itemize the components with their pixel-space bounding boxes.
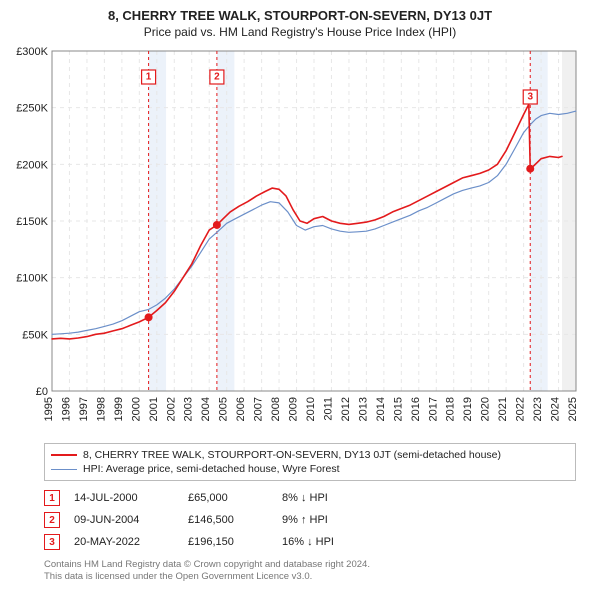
event-marker-box: 2 [44, 512, 60, 528]
svg-text:2007: 2007 [253, 397, 265, 421]
svg-text:2023: 2023 [532, 397, 544, 421]
event-date: 14-JUL-2000 [74, 492, 174, 504]
svg-text:1998: 1998 [95, 397, 107, 421]
svg-text:2008: 2008 [270, 397, 282, 421]
svg-text:2001: 2001 [148, 397, 160, 421]
svg-text:£50K: £50K [22, 329, 48, 341]
svg-text:1999: 1999 [113, 397, 125, 421]
svg-text:3: 3 [527, 92, 533, 103]
footer: Contains HM Land Registry data © Crown c… [44, 559, 576, 583]
svg-text:2012: 2012 [340, 397, 352, 421]
svg-text:2: 2 [214, 72, 220, 83]
svg-text:2010: 2010 [305, 397, 317, 421]
chart-plot-area: £0 £50K £100K £150K £200K £250K £300K 1995 1996 1… [10, 45, 590, 437]
legend-label: HPI: Average price, semi-detached house,… [83, 463, 340, 475]
svg-text:1996: 1996 [60, 397, 72, 421]
svg-text:£300K: £300K [16, 46, 48, 58]
svg-text:2004: 2004 [200, 397, 212, 421]
event-delta: 8% ↓ HPI [282, 492, 328, 504]
svg-text:2003: 2003 [183, 397, 195, 421]
svg-text:2017: 2017 [427, 397, 439, 421]
footer-line-1: Contains HM Land Registry data © Crown c… [44, 559, 576, 571]
event-date: 20-MAY-2022 [74, 536, 174, 548]
svg-text:2005: 2005 [218, 397, 230, 421]
svg-text:2006: 2006 [235, 397, 247, 421]
svg-text:£250K: £250K [16, 103, 48, 115]
event-price: £196,150 [188, 536, 268, 548]
event-marker-box: 1 [44, 490, 60, 506]
svg-text:2002: 2002 [165, 397, 177, 421]
svg-text:2009: 2009 [288, 397, 300, 421]
svg-text:£200K: £200K [16, 159, 48, 171]
svg-text:2011: 2011 [322, 397, 334, 421]
svg-text:2024: 2024 [550, 397, 562, 421]
event-price: £65,000 [188, 492, 268, 504]
svg-text:2020: 2020 [480, 397, 492, 421]
event-price: £146,500 [188, 514, 268, 526]
svg-text:2000: 2000 [130, 397, 142, 421]
svg-text:1995: 1995 [43, 397, 55, 421]
svg-text:£100K: £100K [16, 273, 48, 285]
footer-line-2: This data is licensed under the Open Gov… [44, 571, 576, 583]
legend-row: HPI: Average price, semi-detached house,… [51, 462, 569, 476]
event-delta: 16% ↓ HPI [282, 536, 334, 548]
chart-subtitle: Price paid vs. HM Land Registry's House … [10, 25, 590, 39]
svg-text:£150K: £150K [16, 216, 48, 228]
event-marker-box: 3 [44, 534, 60, 550]
svg-text:2019: 2019 [462, 397, 474, 421]
legend-label: 8, CHERRY TREE WALK, STOURPORT-ON-SEVERN… [83, 449, 501, 461]
title-block: 8, CHERRY TREE WALK, STOURPORT-ON-SEVERN… [10, 8, 590, 39]
event-row: 3 20-MAY-2022 £196,150 16% ↓ HPI [44, 531, 576, 553]
event-delta: 9% ↑ HPI [282, 514, 328, 526]
chart-container: 8, CHERRY TREE WALK, STOURPORT-ON-SEVERN… [0, 0, 600, 590]
legend-row: 8, CHERRY TREE WALK, STOURPORT-ON-SEVERN… [51, 448, 569, 462]
event-date: 09-JUN-2004 [74, 514, 174, 526]
svg-text:2013: 2013 [357, 397, 369, 421]
svg-text:2016: 2016 [410, 397, 422, 421]
legend-swatch [51, 469, 77, 470]
legend-swatch [51, 454, 77, 456]
chart-svg: £0 £50K £100K £150K £200K £250K £300K 1995 1996 1… [10, 45, 590, 437]
svg-text:1997: 1997 [78, 397, 90, 421]
svg-text:2022: 2022 [515, 397, 527, 421]
svg-text:2021: 2021 [497, 397, 509, 421]
legend: 8, CHERRY TREE WALK, STOURPORT-ON-SEVERN… [44, 443, 576, 481]
svg-text:1: 1 [146, 72, 152, 83]
svg-text:£0: £0 [36, 386, 48, 398]
event-row: 2 09-JUN-2004 £146,500 9% ↑ HPI [44, 509, 576, 531]
event-row: 1 14-JUL-2000 £65,000 8% ↓ HPI [44, 487, 576, 509]
chart-title: 8, CHERRY TREE WALK, STOURPORT-ON-SEVERN… [10, 8, 590, 23]
event-table: 1 14-JUL-2000 £65,000 8% ↓ HPI 2 09-JUN-2004 £… [44, 487, 576, 553]
svg-text:2014: 2014 [375, 397, 387, 421]
svg-text:2018: 2018 [445, 397, 457, 421]
svg-text:2015: 2015 [392, 397, 404, 421]
svg-text:2025: 2025 [567, 397, 579, 421]
